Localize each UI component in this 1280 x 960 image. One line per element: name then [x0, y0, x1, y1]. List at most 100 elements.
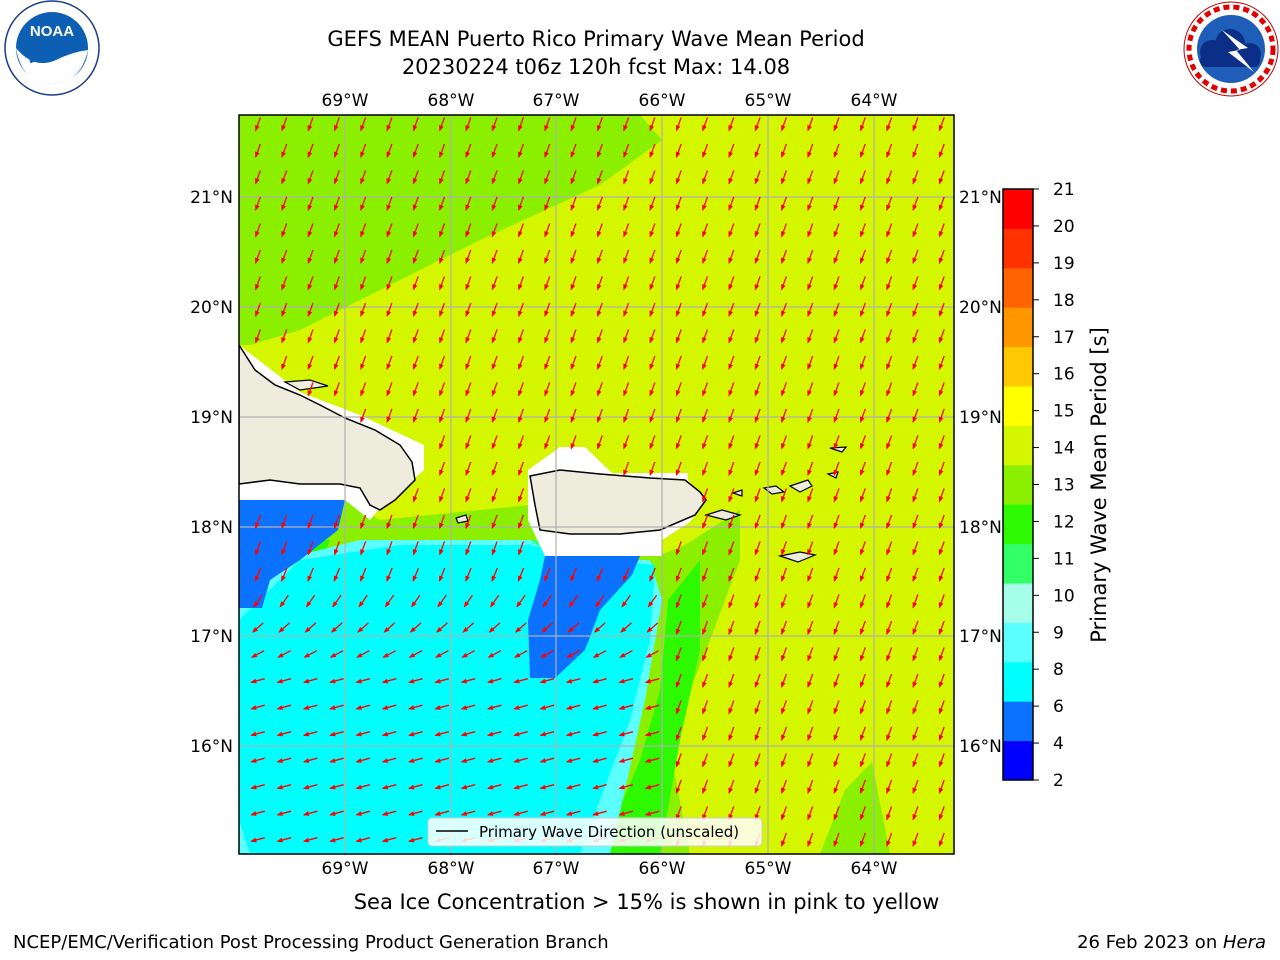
wave-arrow-head	[781, 628, 786, 636]
wave-arrow-head	[360, 204, 365, 212]
wave-arrow-head	[307, 575, 313, 582]
wave-arrow-head	[570, 284, 576, 291]
colorbar-segment	[1003, 701, 1033, 742]
wave-arrow-head	[518, 257, 523, 265]
wave-arrow-head	[702, 310, 707, 318]
wave-arrow-head	[357, 627, 364, 633]
wave-arrow-head	[486, 758, 494, 763]
wave-arrow-head	[460, 731, 468, 737]
wave-arrow-head	[491, 496, 497, 503]
lon-label-top: 69°W	[322, 91, 369, 111]
wave-arrow-head	[539, 731, 546, 737]
wave-arrow-head	[781, 787, 786, 795]
wave-arrow-head	[938, 151, 944, 159]
wave-arrow-head	[649, 310, 655, 318]
wave-arrow-head	[886, 310, 891, 318]
wave-arrow-head	[938, 390, 944, 397]
wave-arrow-head	[781, 337, 786, 344]
wave-arrow-head	[833, 628, 839, 636]
wave-arrow-head	[250, 731, 257, 737]
wave-arrow-head	[518, 178, 523, 185]
wave-arrow-head	[408, 652, 416, 658]
wave-arrow-head	[728, 284, 733, 291]
wave-arrow-head	[302, 784, 310, 790]
wave-arrow-head	[465, 390, 470, 397]
wave-arrow-head	[886, 761, 891, 768]
wave-arrow-head	[439, 390, 444, 397]
wave-arrow-head	[859, 522, 865, 530]
wave-arrow-head	[649, 284, 655, 291]
wave-arrow-head	[912, 204, 918, 212]
wave-arrow-head	[255, 257, 260, 265]
wave-arrow-head	[702, 151, 707, 159]
wave-arrow-head	[435, 652, 442, 658]
wave-arrow-head	[439, 178, 444, 185]
wave-arrow-head	[333, 204, 339, 212]
wave-arrow-head	[781, 814, 786, 821]
wave-arrow-head	[754, 628, 760, 636]
colorbar-segment	[1003, 583, 1033, 623]
footer-date-text: 26 Feb 2023 on	[1077, 932, 1223, 953]
wave-arrow-head	[332, 601, 338, 608]
wave-arrow-head	[649, 469, 655, 477]
wave-arrow-head	[807, 575, 812, 583]
wave-arrow-head	[253, 601, 259, 608]
wave-arrow-head	[436, 627, 443, 633]
wave-arrow-head	[807, 151, 812, 159]
wave-arrow-head	[754, 257, 760, 265]
wave-arrow-head	[330, 627, 337, 633]
wave-arrow-head	[859, 151, 865, 159]
wave-arrow-head	[754, 602, 760, 609]
wave-arrow-head	[250, 811, 257, 816]
wave-arrow-head	[807, 681, 812, 689]
lon-label-top: 68°W	[428, 91, 475, 111]
wave-arrow-head	[702, 257, 707, 265]
wave-arrow-head	[912, 125, 918, 132]
colorbar-tick-label: 19	[1053, 254, 1075, 274]
wave-arrow-head	[807, 787, 812, 795]
wave-arrow-head	[623, 178, 628, 185]
wave-arrow-head	[807, 496, 812, 503]
wave-arrow-head	[381, 784, 389, 790]
wave-arrow-head	[566, 652, 573, 658]
wave-arrow-head	[596, 575, 602, 582]
wave-arrow-head	[434, 758, 441, 763]
wave-arrow-head	[754, 363, 760, 371]
wave-arrow-head	[491, 363, 497, 371]
wave-arrow-head	[307, 125, 313, 132]
wave-arrow-head	[491, 178, 497, 185]
wave-arrow-head	[807, 628, 812, 636]
wave-arrow-head	[465, 363, 470, 371]
wave-arrow-head	[544, 231, 549, 238]
colorbar-segment	[1003, 622, 1033, 663]
colorbar-tick-label: 18	[1053, 291, 1075, 311]
wave-arrow-head	[250, 705, 257, 710]
wave-arrow-head	[702, 390, 707, 397]
wave-arrow-head	[620, 627, 627, 633]
wave-arrow-head	[702, 231, 707, 238]
wave-arrow-head	[728, 575, 733, 583]
wave-arrow-head	[675, 257, 681, 265]
wave-arrow-head	[565, 705, 573, 710]
wave-arrow-head	[329, 652, 337, 658]
wave-arrow-head	[307, 257, 313, 265]
wave-arrow-head	[437, 601, 443, 608]
wave-arrow-head	[675, 655, 681, 662]
wave-arrow-head	[465, 443, 470, 450]
wave-arrow-head	[539, 705, 546, 710]
wave-arrow-head	[412, 284, 418, 291]
wave-arrow-head	[465, 178, 470, 185]
wave-arrow-head	[544, 363, 549, 371]
wave-arrow-head	[623, 151, 628, 159]
wave-arrow-head	[675, 416, 681, 424]
wave-arrow-head	[938, 443, 944, 450]
lat-label-left: 17°N	[190, 627, 233, 647]
wave-arrow-head	[938, 284, 944, 291]
wave-arrow-head	[833, 708, 839, 715]
wave-arrow-head	[912, 549, 918, 556]
wave-arrow-head	[276, 758, 283, 763]
wave-arrow-head	[833, 363, 839, 371]
wave-arrow-head	[460, 811, 468, 816]
wave-arrow-head	[859, 681, 865, 689]
wave-arrow-head	[490, 601, 496, 608]
